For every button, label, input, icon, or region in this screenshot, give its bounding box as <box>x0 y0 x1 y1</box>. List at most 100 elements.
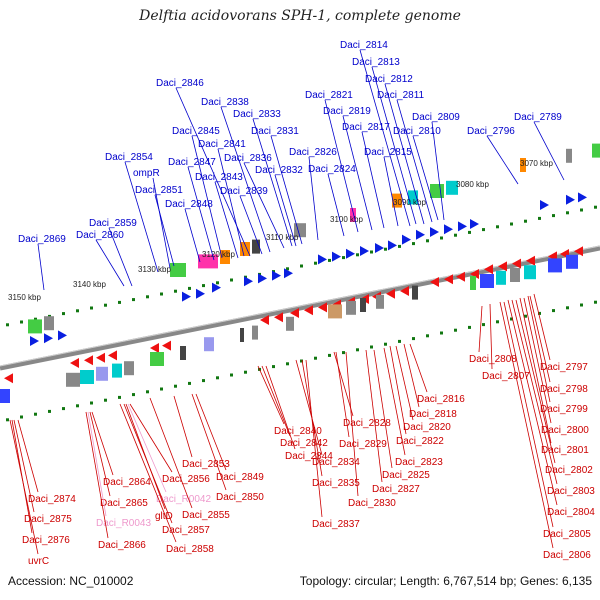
scale-tick <box>356 348 359 352</box>
reverse-gene-arrow <box>574 246 583 257</box>
reverse-gene-arrow <box>318 302 327 313</box>
scale-tick <box>356 253 359 257</box>
scale-tick <box>104 303 107 307</box>
gene-leader-line <box>395 345 414 421</box>
gene-label: Daci_2864 <box>103 477 151 488</box>
gene-leader-line <box>175 87 251 257</box>
gene-leader-line <box>265 365 296 450</box>
scale-tick <box>384 342 387 346</box>
gene-leader-line <box>507 299 558 506</box>
gene-leader-line <box>515 299 556 464</box>
forward-gene-arrow <box>182 291 191 302</box>
gene-feature-block <box>44 316 54 331</box>
scale-tick <box>34 317 37 321</box>
gene-label: Daci_2845 <box>172 126 220 137</box>
scale-tick <box>230 373 233 377</box>
gene-label: Daci_2813 <box>352 57 400 68</box>
scale-label: 3100 kbp <box>330 215 363 224</box>
gene-feature-block <box>430 184 444 198</box>
gene-label: Daci_2855 <box>182 510 230 521</box>
gene-label: Daci_2850 <box>216 492 264 503</box>
gene-leader-line <box>270 135 303 245</box>
scale-tick <box>146 390 149 394</box>
scale-tick <box>76 404 79 408</box>
forward-gene-arrow <box>458 221 467 232</box>
gene-label: Daci_2814 <box>340 40 388 51</box>
gene-leader-line <box>191 135 223 259</box>
scale-tick <box>160 292 163 296</box>
scale-tick <box>6 323 9 327</box>
reverse-gene-arrow <box>456 271 465 282</box>
gene-feature-block <box>408 190 418 205</box>
gene-label: Daci_2846 <box>156 78 204 89</box>
scale-tick <box>398 339 401 343</box>
gene-leader-line <box>324 99 359 233</box>
gene-leader-line <box>305 359 323 518</box>
gene-leader-line <box>327 173 345 237</box>
gene-leader-line <box>403 343 420 408</box>
gene-leader-line <box>87 411 107 517</box>
reverse-gene-arrow <box>84 355 93 366</box>
gene-feature-block <box>28 319 42 334</box>
gene-leader-line <box>154 194 175 267</box>
gene-leader-line <box>243 162 285 249</box>
gene-feature-block <box>470 276 476 290</box>
gene-label: Daci_2803 <box>547 486 595 497</box>
gene-label: Daci_2818 <box>409 409 457 420</box>
gene-label: Daci_2805 <box>543 529 591 540</box>
scale-tick <box>202 379 205 383</box>
gene-feature-block <box>124 361 134 376</box>
reverse-gene-arrow <box>498 261 507 272</box>
gene-feature-block <box>170 263 186 277</box>
gene-label: Daci_2821 <box>305 90 353 101</box>
scale-label: 3080 kbp <box>456 180 489 189</box>
gene-leader-line <box>431 121 445 221</box>
gene-label: Daci_2789 <box>514 112 562 123</box>
gene-label: Daci_2833 <box>233 109 281 120</box>
scale-tick <box>230 278 233 282</box>
gene-label: Daci_2836 <box>224 153 272 164</box>
gene-leader-line <box>486 135 519 185</box>
scale-tick <box>594 300 597 304</box>
gene-leader-line <box>359 49 411 227</box>
scale-tick <box>370 250 373 254</box>
gene-feature-block <box>0 389 10 403</box>
gene-leader-line <box>478 305 483 353</box>
gene-leader-line <box>384 83 425 225</box>
scale-tick <box>468 230 471 234</box>
gene-leader-line <box>361 131 385 229</box>
reverse-gene-arrow <box>150 343 159 353</box>
forward-gene-arrow <box>318 254 327 265</box>
gene-leader-line <box>383 347 406 456</box>
scale-label: 3130 kbp <box>138 265 171 274</box>
gene-label: Daci_2819 <box>323 106 371 117</box>
gene-label: Daci_2824 <box>308 164 356 175</box>
forward-gene-arrow <box>375 243 384 253</box>
gene-label: Daci_2832 <box>255 165 303 176</box>
gene-label: Daci_2806 <box>543 550 591 561</box>
gene-leader-line <box>239 195 263 255</box>
gene-label: Daci_2835 <box>312 478 360 489</box>
gene-leader-line <box>17 419 39 493</box>
scale-tick <box>580 303 583 307</box>
gene-label: Daci_2857 <box>162 525 210 536</box>
scale-tick <box>328 353 331 357</box>
scale-tick <box>524 314 527 318</box>
gene-feature-block <box>446 180 458 195</box>
scale-tick <box>132 393 135 397</box>
gene-label: Daci_2869 <box>18 234 66 245</box>
scale-label: 3110 kbp <box>266 233 299 242</box>
gene-label: Daci_2828 <box>343 418 391 429</box>
forward-gene-arrow <box>258 273 267 284</box>
gene-feature-block <box>252 325 258 340</box>
reverse-gene-arrow <box>470 269 479 279</box>
gene-label: Daci_2797 <box>540 362 588 373</box>
scale-tick <box>272 365 275 369</box>
gene-leader-line <box>195 393 227 471</box>
gene-feature-block <box>112 363 122 378</box>
gene-label: Daci_2859 <box>89 218 137 229</box>
gene-label: Daci_2809 <box>412 112 460 123</box>
scale-tick <box>20 320 23 324</box>
gene-label: Daci_2841 <box>198 139 246 150</box>
